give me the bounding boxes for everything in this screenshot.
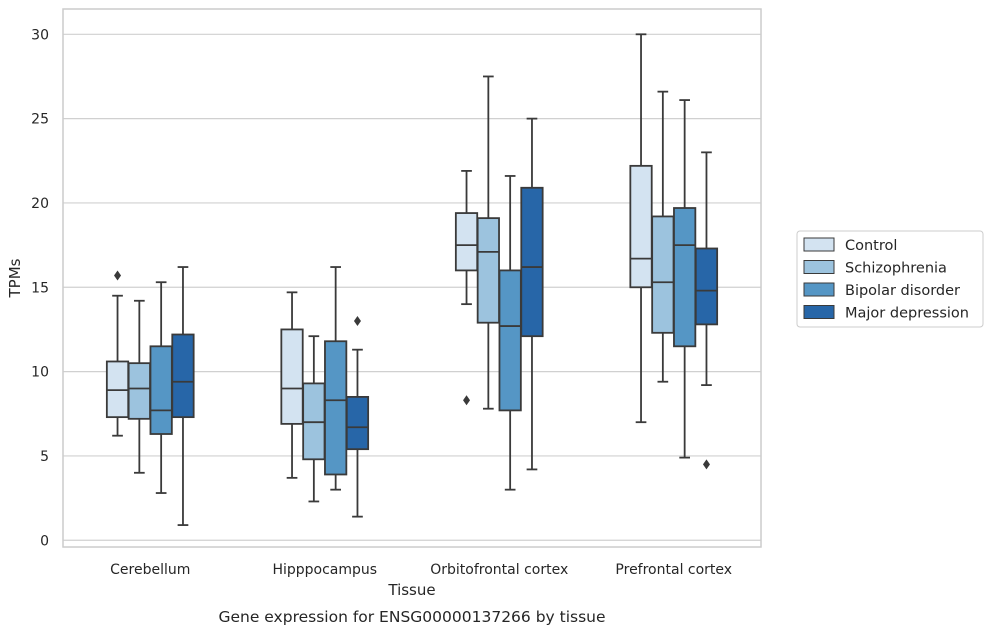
legend-item: Control <box>803 237 897 254</box>
x-tick-label: Orbitofrontal cortex <box>430 562 568 578</box>
box-iqr <box>498 269 522 412</box>
legend-label: Bipolar disorder <box>845 283 960 299</box>
box-bipolar-disorder <box>673 99 697 459</box>
x-axis-title: Tissue <box>387 581 435 599</box>
box-major-depression <box>520 117 544 471</box>
box-control <box>105 270 130 437</box>
box-major-depression <box>694 151 719 470</box>
outlier-point <box>353 316 361 327</box>
outlier-point <box>463 395 471 406</box>
box-bipolar-disorder <box>498 175 522 491</box>
y-tick-label: 10 <box>31 365 49 381</box>
legend-swatch <box>803 237 835 252</box>
x-tick-label: Cerebellum <box>110 562 190 578</box>
legend-label: Major depression <box>845 306 969 322</box>
box-iqr <box>345 395 370 451</box>
box-iqr <box>171 333 195 419</box>
box-schizophrenia <box>302 335 326 503</box>
legend-frame <box>796 230 984 328</box>
box-schizophrenia <box>476 75 500 410</box>
plot-area-frame <box>62 8 762 548</box>
box-iqr <box>280 328 304 425</box>
x-tick-label: Prefrontal cortex <box>615 562 732 578</box>
figure-caption: Gene expression for ENSG00000137266 by t… <box>218 608 605 626</box>
box-iqr <box>324 340 348 476</box>
y-axis-title: TPMs <box>6 258 24 298</box>
box-iqr <box>629 164 653 289</box>
legend-item: Bipolar disorder <box>803 282 960 299</box>
y-tick-label: 0 <box>40 533 49 549</box>
box-iqr <box>520 186 544 338</box>
boxes <box>105 33 719 526</box>
box-iqr <box>127 362 151 420</box>
y-tick-label: 30 <box>31 27 49 43</box>
box-control <box>280 291 304 479</box>
box-bipolar-disorder <box>324 266 348 491</box>
box-control <box>454 170 479 406</box>
y-axis-ticks: 0 5 10 15 20 25 30 <box>31 27 49 549</box>
box-bipolar-disorder <box>149 281 173 494</box>
legend-swatch <box>803 305 835 319</box>
box-iqr <box>651 215 675 334</box>
y-tick-label: 5 <box>40 449 49 465</box>
legend: Control Schizophrenia Bipolar disorder Majo… <box>796 230 984 328</box>
box-control <box>629 33 653 424</box>
y-tick-label: 25 <box>31 112 49 128</box>
legend-label: Schizophrenia <box>845 261 947 277</box>
box-schizophrenia <box>651 90 675 383</box>
box-iqr <box>476 217 500 324</box>
box-major-depression <box>171 266 195 526</box>
box-iqr <box>149 345 173 435</box>
box-major-depression <box>345 316 370 518</box>
x-axis-ticks: Cerebellum Hipppocampus Orbitofrontal cort… <box>110 562 732 578</box>
y-tick-label: 20 <box>31 196 49 212</box>
legend-label: Control <box>845 238 897 254</box>
x-tick-label: Hipppocampus <box>272 562 377 578</box>
y-tick-label: 15 <box>31 280 49 296</box>
outlier-point <box>114 270 122 281</box>
legend-swatch <box>803 282 835 297</box>
outlier-point <box>702 459 710 470</box>
legend-swatch <box>803 260 835 274</box>
legend-item: Major depression <box>803 305 969 322</box>
box-schizophrenia <box>127 299 151 474</box>
box-iqr <box>454 212 479 272</box>
box-iqr <box>694 247 719 326</box>
legend-item: Schizophrenia <box>803 260 947 277</box>
box-iqr <box>673 207 697 348</box>
